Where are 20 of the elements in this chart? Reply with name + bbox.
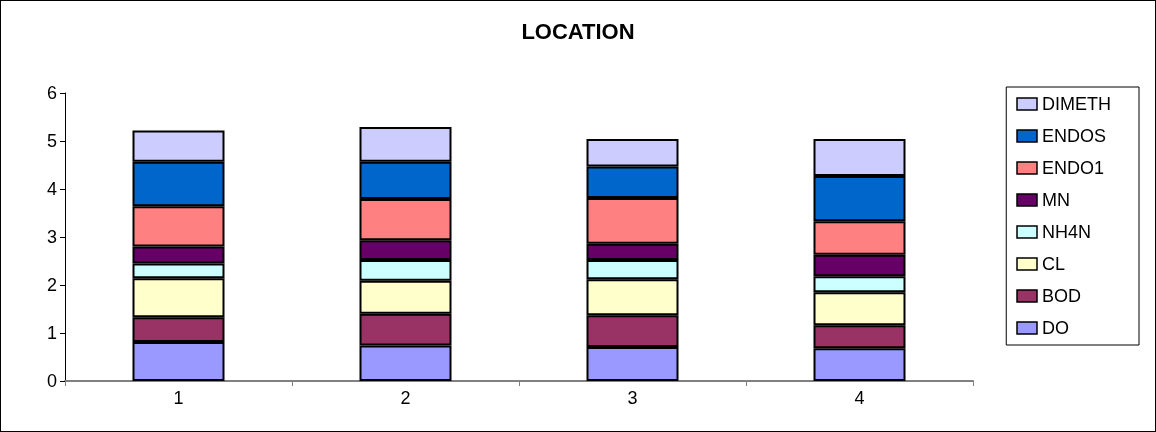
x-tick-label: 4 — [854, 388, 865, 408]
legend-label: DO — [1042, 318, 1070, 338]
legend-label: ENDOS — [1042, 126, 1107, 146]
y-tick-label: 2 — [46, 275, 57, 295]
y-tick-label: 4 — [46, 179, 57, 199]
y-tick-label: 1 — [46, 323, 57, 343]
legend-label: NH4N — [1042, 222, 1092, 242]
y-tick-label: 3 — [46, 227, 57, 247]
chart-title: LOCATION — [521, 18, 635, 44]
x-tick-label: 2 — [400, 388, 411, 408]
legend-label: ENDO1 — [1042, 158, 1105, 178]
legend-label: CL — [1042, 254, 1066, 274]
x-tick-label: 3 — [627, 388, 638, 408]
y-tick-label: 5 — [46, 131, 57, 151]
y-tick-label: 6 — [46, 83, 57, 103]
y-tick-label: 0 — [46, 371, 57, 391]
x-tick-label: 1 — [173, 388, 184, 408]
legend-label: BOD — [1042, 286, 1082, 306]
legend-label: DIMETH — [1042, 94, 1112, 114]
legend-label: MN — [1042, 190, 1071, 210]
